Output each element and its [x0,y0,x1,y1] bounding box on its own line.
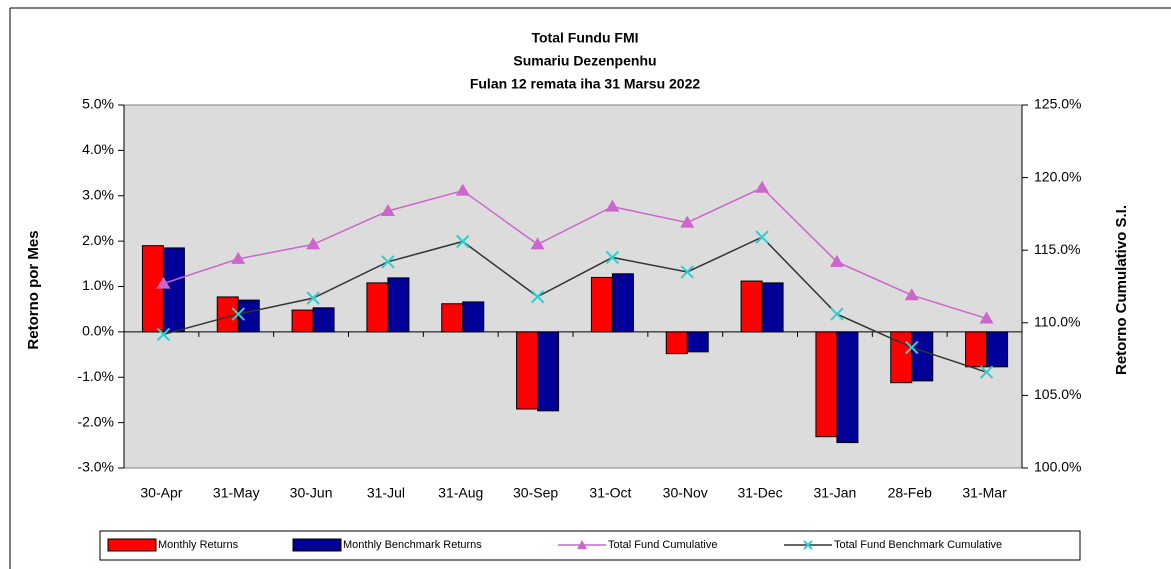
x-tick-label: 30-Nov [663,485,708,501]
chart-subtitle: Fulan 12 remata iha 31 Marsu 2022 [470,76,701,92]
bar [537,331,560,412]
y2-axis-title: Retorno Cumulativo S.I. [1113,205,1130,375]
bar [441,303,464,333]
legend-marker [803,540,813,550]
bar [462,301,485,333]
y-tick-label: -2.0% [77,413,114,429]
legend-swatch [107,538,157,552]
marker [306,237,321,250]
y-axis-title: Retorno por Mes [25,230,42,349]
y2-tick-label: 100.0% [1034,459,1081,475]
y2-tick-label: 110.0% [1034,314,1080,330]
bar [387,277,410,333]
marker [530,289,545,304]
marker [380,203,395,216]
marker [979,365,994,379]
marker [680,265,694,279]
x-tick-label: 28-Feb [888,485,933,501]
bar [686,331,709,353]
legend-swatch [292,538,342,552]
y-tick-label: 5.0% [82,96,114,112]
x-tick-label: 30-Sep [513,485,558,501]
marker [904,288,919,301]
marker [830,307,844,321]
x-tick-label: 31-Aug [438,485,483,501]
y-tick-label: 4.0% [82,141,114,157]
marker [306,291,320,305]
bar [611,273,634,333]
bar [815,331,838,438]
plot-area [123,104,1023,469]
legend-label: Total Fund Cumulative [608,539,717,551]
x-tick-label: 31-Jan [814,485,857,501]
marker [231,307,245,321]
legend-label: Total Fund Benchmark Cumulative [834,539,1002,551]
bar [986,331,1009,368]
bar [141,245,164,333]
marker [456,234,470,249]
x-tick-label: 31-May [213,485,260,501]
marker [755,230,769,244]
marker [231,251,246,264]
marker [905,340,919,355]
marker [455,183,470,196]
marker [156,327,171,342]
y-tick-label: -3.0% [77,459,114,475]
y2-tick-label: 115.0% [1034,241,1080,257]
y-tick-label: 2.0% [82,232,114,248]
line [163,236,987,373]
x-tick-label: 31-Mar [962,485,1007,501]
chart-subtitle: Sumariu Dezenpenhu [513,53,656,69]
bar [312,307,335,333]
marker [530,237,545,250]
x-tick-label: 31-Jul [367,485,405,501]
y-tick-label: 1.0% [82,277,114,293]
y-tick-label: 3.0% [82,186,114,202]
legend-label: Monthly Benchmark Returns [343,539,482,551]
bar [965,331,988,368]
chart-title: Total Fundu FMI [531,30,638,46]
marker [156,276,171,289]
bar [516,331,539,410]
x-tick-label: 31-Oct [589,485,631,501]
marker [605,250,620,265]
y-tick-label: -1.0% [77,368,114,384]
bar [665,331,688,355]
legend-marker [577,540,587,549]
bar [911,331,934,382]
y2-tick-label: 105.0% [1034,386,1081,402]
y2-tick-label: 120.0% [1034,168,1081,184]
bar [590,276,613,333]
marker [829,254,844,267]
legend: Monthly Returns Monthly Benchmark Returns… [107,538,1002,552]
bar [366,282,389,333]
bar [836,331,859,444]
x-tick-label: 30-Apr [140,485,182,501]
bar [291,309,314,333]
bar [761,282,784,333]
marker [979,311,994,324]
y-tick-label: 0.0% [82,323,114,339]
bar [162,247,185,333]
x-tick-label: 30-Jun [290,485,333,501]
bar [740,280,763,333]
y2-tick-label: 125.0% [1034,96,1081,112]
x-tick-label: 31-Dec [738,485,783,501]
legend-label: Monthly Returns [158,539,239,551]
marker [680,215,695,228]
marker [605,199,620,212]
line [163,186,987,320]
marker [381,255,395,269]
marker [755,180,770,193]
